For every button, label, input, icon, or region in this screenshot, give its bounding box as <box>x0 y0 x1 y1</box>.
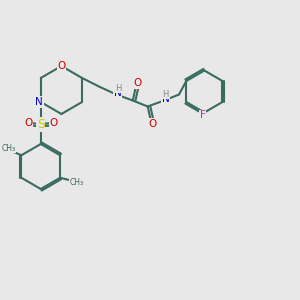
Text: H: H <box>162 90 169 99</box>
Text: S: S <box>37 118 45 131</box>
Text: N: N <box>35 97 43 107</box>
Text: N: N <box>114 88 122 98</box>
Text: CH₃: CH₃ <box>70 178 84 187</box>
Text: H: H <box>115 84 121 93</box>
Text: N: N <box>162 94 170 104</box>
Text: O: O <box>57 61 65 71</box>
Text: O: O <box>133 78 141 88</box>
Text: F: F <box>200 110 206 121</box>
Text: O: O <box>148 118 156 129</box>
Text: O: O <box>24 118 32 128</box>
Text: O: O <box>49 118 57 128</box>
Text: CH₃: CH₃ <box>2 144 16 153</box>
